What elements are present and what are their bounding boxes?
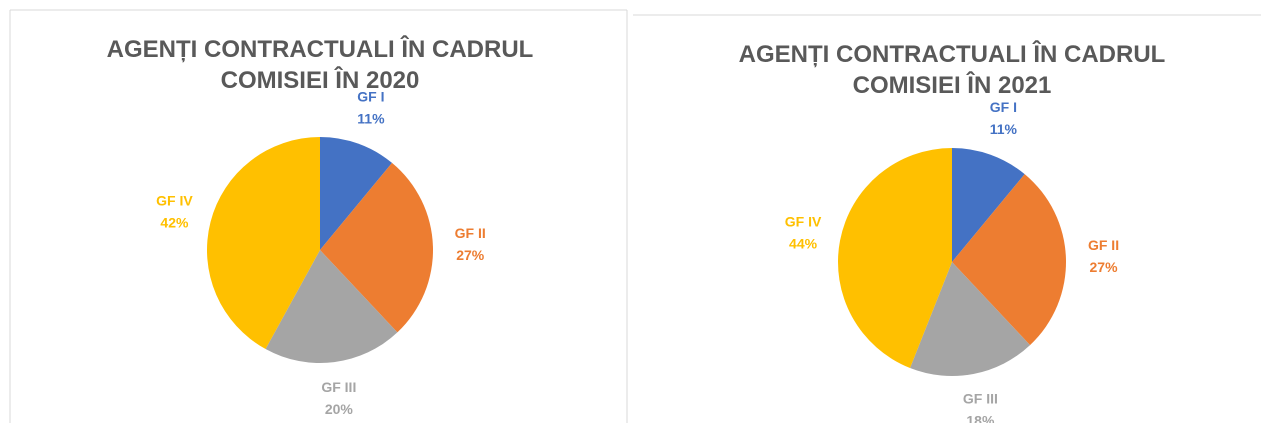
- slice-value-label: 11%: [357, 110, 385, 126]
- slice-value-label: 11%: [990, 121, 1018, 137]
- slice-label: GF I: [990, 99, 1017, 115]
- slice-value-label: 27%: [456, 247, 485, 263]
- slice-value-label: 27%: [1090, 259, 1119, 275]
- slice-label: GF I: [357, 88, 384, 104]
- slice-value-label: 44%: [789, 235, 818, 251]
- pie-slice: [838, 148, 952, 368]
- slice-value-label: 20%: [325, 401, 354, 417]
- pie-slice: [952, 148, 1025, 262]
- pie-slice: [910, 262, 1031, 376]
- pie-slice: [265, 250, 398, 363]
- slice-label: GF IV: [156, 192, 193, 208]
- slice-label: GF III: [321, 379, 356, 395]
- chart-title: AGENȚI CONTRACTUALI ÎN CADRUL COMISIEI Î…: [106, 36, 534, 94]
- pie-slice: [952, 174, 1066, 346]
- slice-value-label: 18%: [966, 413, 995, 423]
- slice-label: GF IV: [785, 213, 822, 229]
- pie-slice: [320, 137, 393, 250]
- slice-label: GF II: [455, 225, 486, 241]
- pie-slice: [320, 162, 434, 333]
- slice-label: GF II: [1088, 237, 1119, 253]
- slice-value-label: 42%: [160, 214, 189, 230]
- slice-label: GF III: [963, 391, 998, 407]
- chart-title: AGENȚI CONTRACTUALI ÎN CADRUL COMISIEI Î…: [738, 41, 1166, 99]
- pie-slice: [206, 137, 320, 350]
